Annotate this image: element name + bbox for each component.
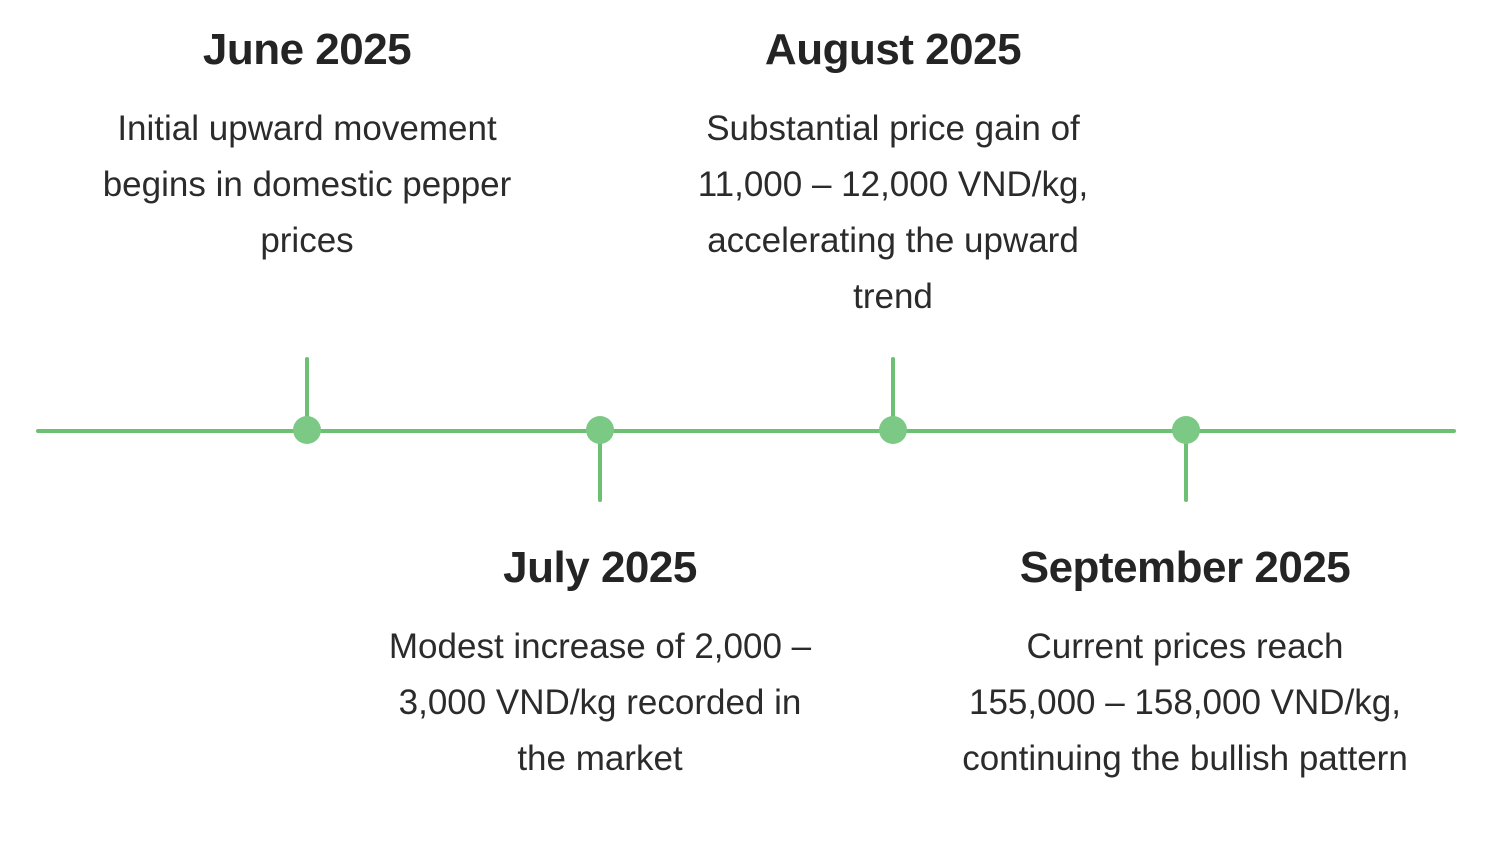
event-title: August 2025 (764, 25, 1022, 74)
event-title: July 2025 (503, 543, 697, 592)
event-marker-september (1172, 416, 1200, 444)
event-description: Initial upward movement begins in domest… (102, 109, 512, 260)
event-connector-july (598, 430, 602, 502)
event-marker-august (879, 416, 907, 444)
event-description: Modest increase of 2,000 – 3,000 VND/kg … (388, 627, 812, 778)
event-july-2025: July 2025 Modest increase of 2,000 – 3,0… (360, 546, 840, 787)
event-marker-july (586, 416, 614, 444)
event-connector-september (1184, 430, 1188, 502)
event-title: June 2025 (202, 25, 412, 74)
event-connector-june (305, 357, 309, 429)
event-description: Current prices reach 155,000 – 158,000 V… (962, 627, 1408, 778)
event-description: Substantial price gain of 11,000 – 12,00… (697, 109, 1089, 316)
event-september-2025: September 2025 Current prices reach 155,… (950, 546, 1420, 787)
event-marker-june (293, 416, 321, 444)
timeline-axis-line (36, 429, 1456, 433)
event-august-2025: August 2025 Substantial price gain of 11… (673, 28, 1113, 325)
event-connector-august (891, 357, 895, 429)
event-title: September 2025 (1019, 543, 1351, 592)
event-june-2025: June 2025 Initial upward movement begins… (72, 28, 542, 269)
